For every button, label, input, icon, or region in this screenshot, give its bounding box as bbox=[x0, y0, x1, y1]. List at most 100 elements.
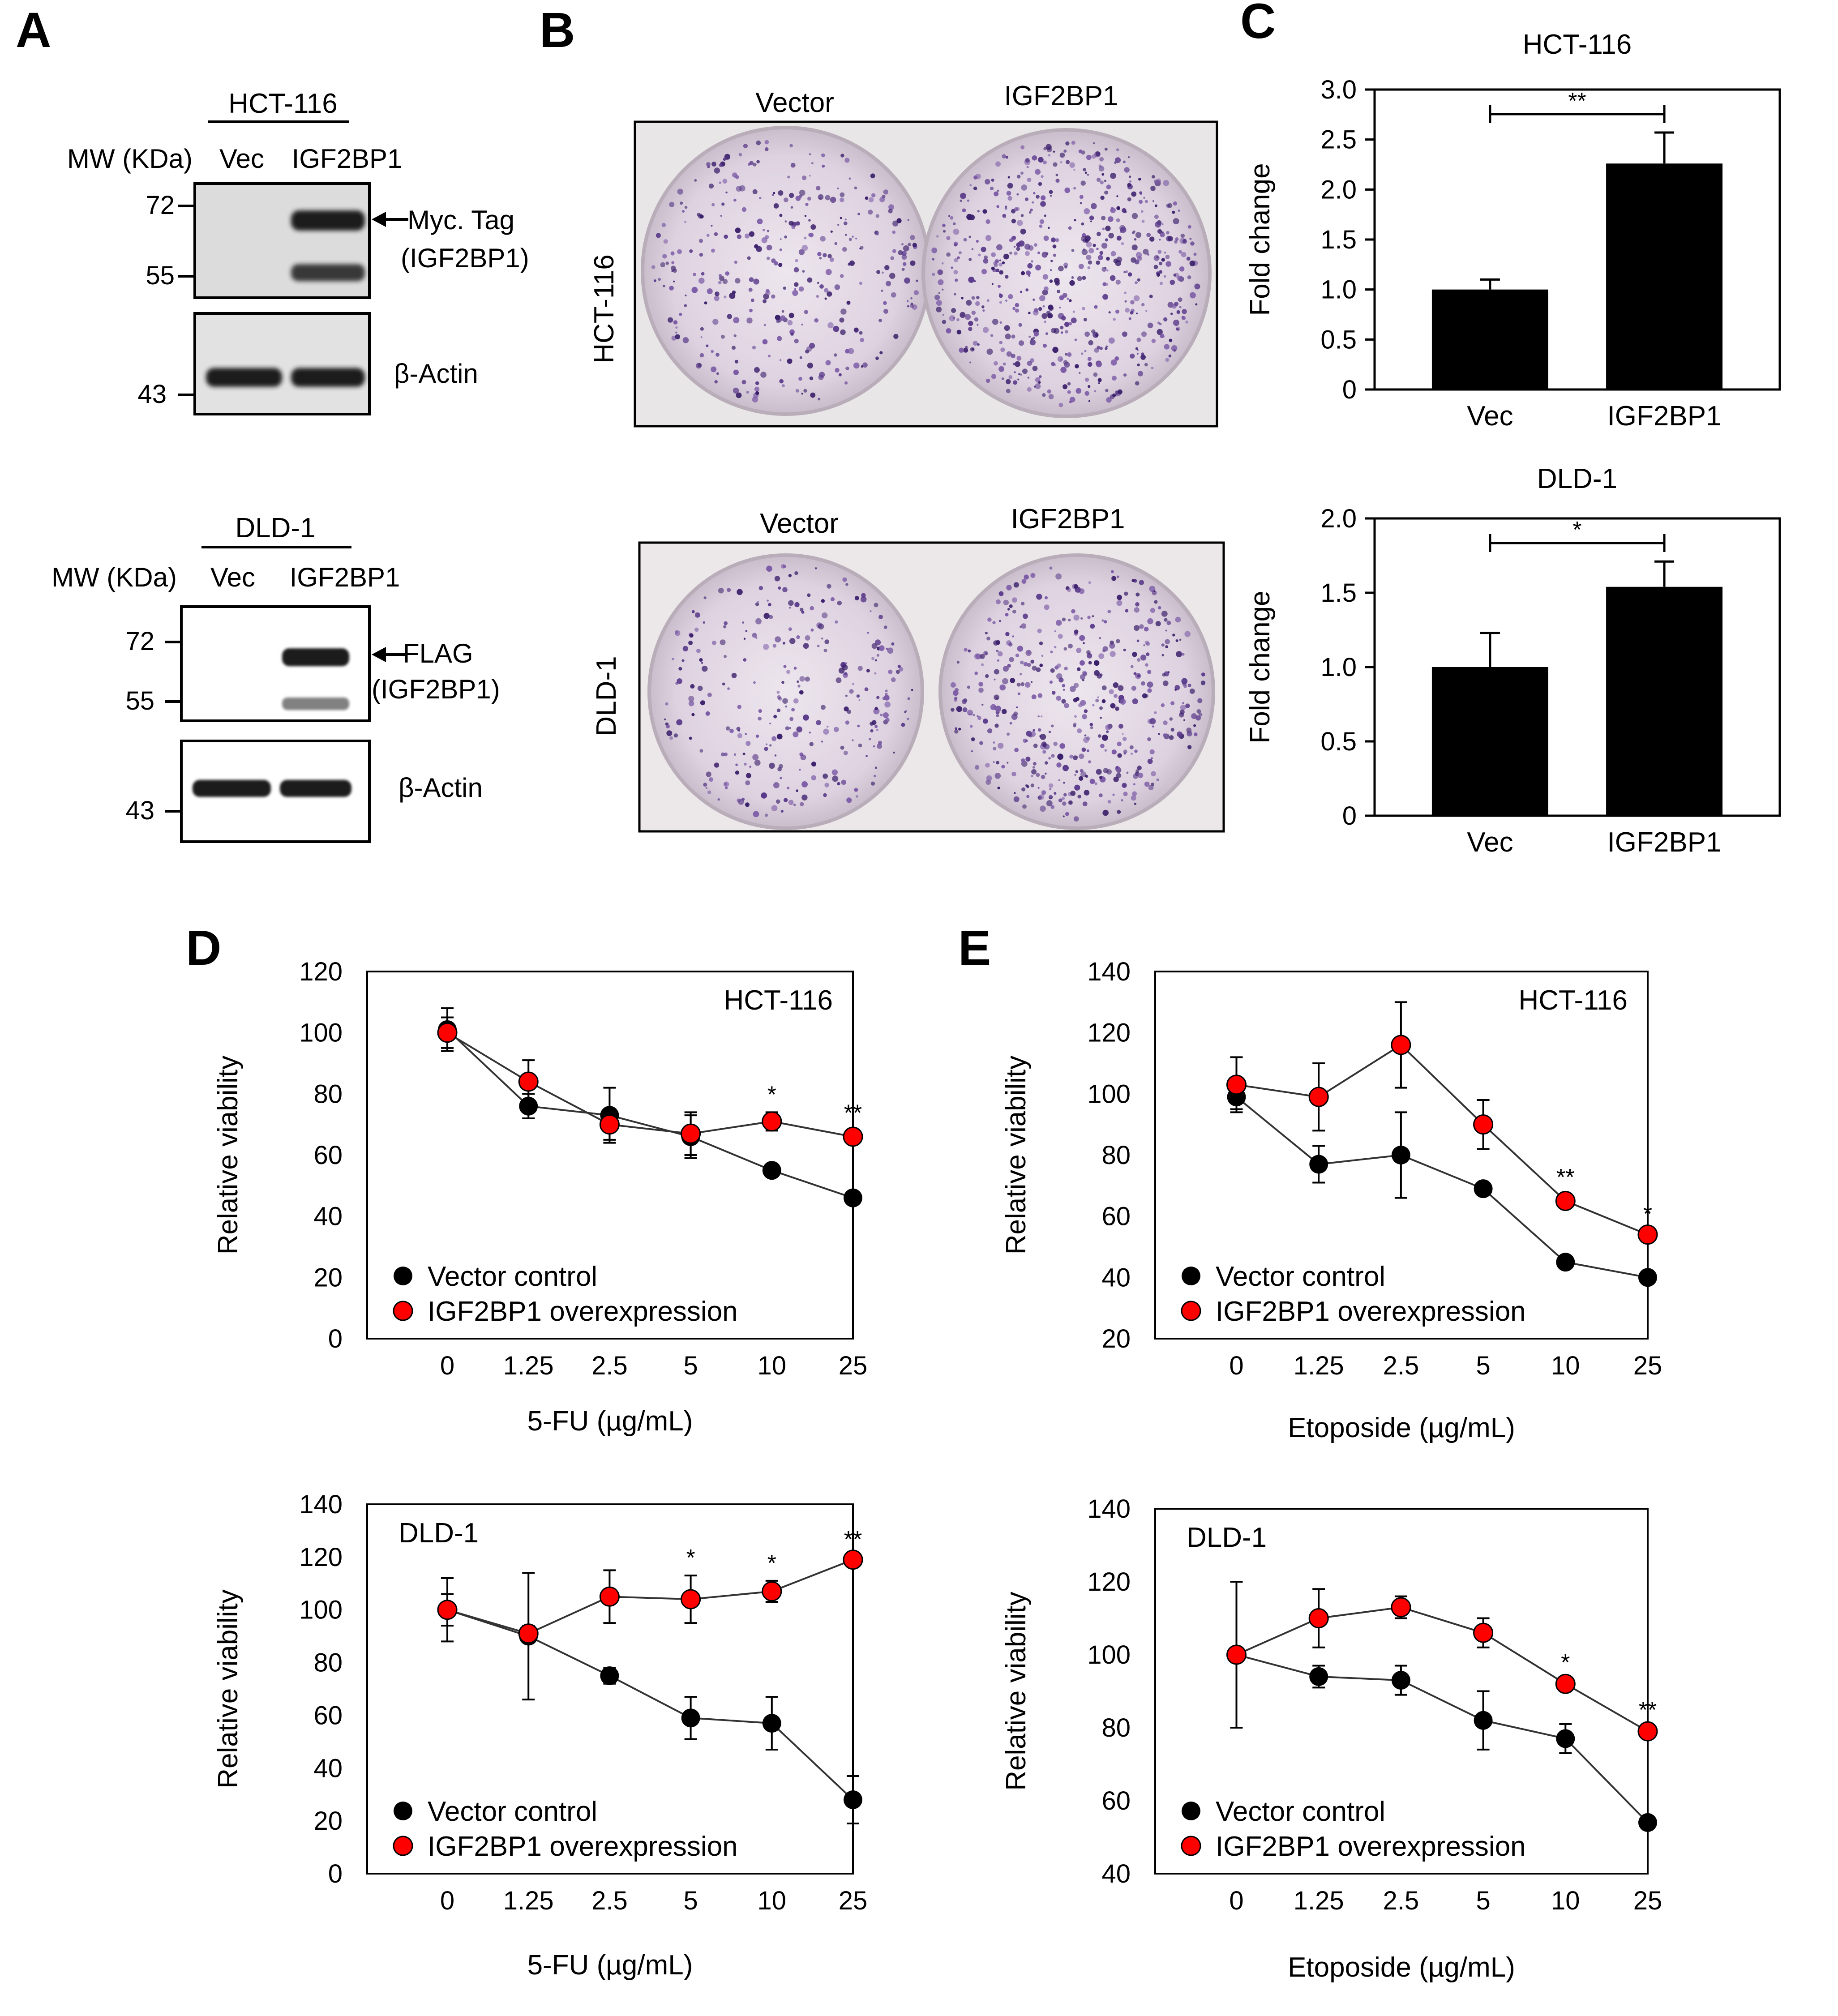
colony-dot bbox=[736, 392, 742, 398]
colony-dot bbox=[857, 666, 863, 671]
colony-dot bbox=[1003, 599, 1009, 606]
colony-dot bbox=[1073, 584, 1078, 589]
colony-dot bbox=[1008, 375, 1013, 379]
colony-dot bbox=[1131, 685, 1136, 691]
colony-dot bbox=[754, 759, 761, 766]
colony-dot bbox=[971, 248, 974, 250]
lane-label-vec: Vec bbox=[219, 144, 264, 174]
colony-dot bbox=[729, 292, 736, 299]
colony-dot bbox=[1148, 785, 1154, 790]
colony-dot bbox=[870, 173, 875, 179]
tag-arrowhead bbox=[372, 212, 386, 227]
colony-dot bbox=[973, 186, 977, 190]
colony-dot bbox=[1013, 245, 1016, 248]
colony-dot bbox=[910, 304, 914, 308]
colony-dot bbox=[1037, 787, 1040, 789]
colony-dot bbox=[901, 251, 907, 256]
colony-dot bbox=[1102, 227, 1105, 231]
colony-dot bbox=[996, 599, 1001, 604]
data-point-vector bbox=[1391, 1146, 1410, 1164]
colony-dot bbox=[711, 366, 717, 372]
colony-dot bbox=[1042, 274, 1049, 280]
colony-dot bbox=[1039, 735, 1041, 737]
colony-dot bbox=[1070, 686, 1076, 692]
colony-dot bbox=[1139, 624, 1144, 629]
colony-dot bbox=[1149, 236, 1155, 242]
colony-dot bbox=[856, 694, 860, 698]
legend-label: IGF2BP1 overexpression bbox=[428, 1831, 738, 1862]
colony-dot bbox=[793, 803, 796, 806]
colony-dot bbox=[968, 327, 973, 331]
colony-dot bbox=[1083, 248, 1085, 251]
colony-dot bbox=[1077, 728, 1082, 733]
colony-dot bbox=[1177, 731, 1182, 737]
colony-dot bbox=[724, 621, 728, 625]
colony-dot bbox=[970, 347, 975, 352]
colony-dot bbox=[959, 347, 964, 353]
colony-dot bbox=[1156, 778, 1159, 781]
colony-dot bbox=[1087, 266, 1091, 270]
colony-dot bbox=[1017, 646, 1024, 652]
colony-dot bbox=[840, 329, 846, 335]
colony-dot bbox=[880, 713, 883, 717]
colony-dot bbox=[669, 201, 675, 207]
colony-dot bbox=[1145, 663, 1148, 667]
colony-dot bbox=[780, 777, 782, 779]
colony-dot bbox=[1182, 702, 1185, 705]
colony-dot bbox=[1161, 223, 1164, 225]
colony-dot bbox=[861, 593, 866, 598]
colony-dot bbox=[1021, 758, 1025, 763]
marker-72: 72 bbox=[146, 191, 175, 220]
colony-dot bbox=[733, 198, 737, 202]
colony-dot bbox=[711, 162, 716, 167]
colony-dot bbox=[749, 161, 754, 165]
x-tick-label: 0 bbox=[1229, 1886, 1243, 1915]
colony-dish-igf2bp1 bbox=[921, 128, 1212, 418]
colony-dot bbox=[1014, 251, 1018, 256]
colony-dot bbox=[664, 718, 666, 720]
colony-dot bbox=[902, 262, 907, 266]
colony-dot bbox=[793, 698, 799, 704]
data-point-igf2bp1 bbox=[1308, 1087, 1329, 1107]
colony-dot bbox=[1020, 291, 1023, 293]
colony-dot bbox=[1067, 352, 1072, 357]
colony-dot bbox=[675, 331, 677, 334]
colony-dot bbox=[956, 706, 962, 712]
colony-dot bbox=[1027, 651, 1031, 654]
colony-dot bbox=[970, 713, 973, 715]
colony-dot bbox=[823, 728, 829, 735]
colony-dot bbox=[796, 221, 800, 226]
colony-dot bbox=[794, 338, 799, 343]
colony-dot bbox=[1104, 190, 1109, 195]
colony-dot bbox=[765, 743, 768, 745]
colony-dot bbox=[1049, 788, 1052, 791]
colony-dot bbox=[1123, 648, 1126, 651]
colony-dot bbox=[1083, 317, 1087, 321]
colony-dot bbox=[799, 189, 805, 196]
colony-dot bbox=[1153, 590, 1156, 592]
colony-dot bbox=[1012, 363, 1015, 365]
colony-dot bbox=[1122, 783, 1127, 788]
colony-dot bbox=[1193, 253, 1197, 256]
data-point-igf2bp1 bbox=[1555, 1674, 1576, 1694]
colony-dot bbox=[1144, 640, 1149, 645]
colony-dot bbox=[831, 769, 838, 775]
colony-dot bbox=[1022, 368, 1028, 374]
colony-dot bbox=[1166, 231, 1170, 235]
colony-dot bbox=[841, 779, 847, 785]
colony-dot bbox=[1053, 162, 1058, 167]
colony-dot bbox=[1049, 681, 1053, 684]
colony-dot bbox=[1117, 810, 1121, 814]
colony-dot bbox=[1039, 224, 1043, 228]
colony-dot bbox=[796, 635, 800, 639]
colony-dot bbox=[774, 576, 780, 582]
colony-dot bbox=[724, 154, 730, 160]
colony-dot bbox=[1135, 232, 1142, 238]
colony-dot bbox=[1036, 594, 1042, 600]
colony-dot bbox=[898, 250, 903, 255]
colony-dot bbox=[1030, 681, 1033, 683]
colony-dot bbox=[1020, 660, 1024, 665]
colony-dot bbox=[965, 314, 971, 320]
colony-dot bbox=[1015, 361, 1020, 367]
